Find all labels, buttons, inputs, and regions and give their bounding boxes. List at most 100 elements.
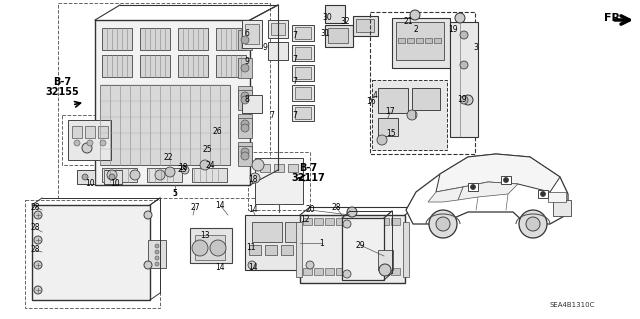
Bar: [369, 218, 378, 225]
Text: 27: 27: [190, 203, 200, 211]
Text: 4: 4: [372, 91, 378, 100]
Bar: [296, 222, 302, 277]
Bar: [245, 215, 315, 270]
Bar: [295, 67, 311, 79]
Bar: [378, 88, 408, 113]
Bar: [468, 183, 478, 191]
Bar: [295, 107, 311, 119]
Circle shape: [460, 31, 468, 39]
Text: 28: 28: [30, 203, 40, 211]
Text: 23: 23: [177, 166, 187, 174]
Circle shape: [250, 173, 260, 183]
Polygon shape: [406, 154, 568, 224]
Text: 31: 31: [320, 28, 330, 38]
Bar: [140, 55, 170, 77]
Bar: [242, 20, 262, 48]
Bar: [347, 218, 356, 225]
Circle shape: [252, 159, 264, 171]
Circle shape: [165, 167, 175, 177]
Circle shape: [526, 217, 540, 231]
Bar: [325, 25, 353, 47]
Bar: [32, 205, 150, 300]
Bar: [62, 115, 117, 165]
Bar: [378, 250, 393, 270]
Bar: [314, 268, 323, 275]
Bar: [281, 245, 293, 255]
Bar: [148, 240, 166, 268]
Circle shape: [343, 270, 351, 278]
Bar: [425, 38, 432, 43]
Text: 5: 5: [173, 189, 177, 197]
Text: 7: 7: [292, 78, 298, 86]
Bar: [336, 268, 345, 275]
Text: 29: 29: [355, 241, 365, 249]
Text: 18: 18: [248, 175, 258, 184]
Bar: [248, 152, 310, 210]
Bar: [300, 215, 405, 283]
Circle shape: [379, 264, 391, 276]
Bar: [252, 222, 282, 242]
Bar: [238, 86, 252, 106]
Text: B-7: B-7: [299, 163, 317, 173]
Bar: [548, 192, 566, 202]
Bar: [396, 22, 444, 60]
Bar: [295, 87, 311, 99]
Circle shape: [34, 261, 42, 269]
Bar: [356, 19, 374, 32]
Bar: [292, 45, 314, 61]
Bar: [292, 105, 314, 121]
Text: 28: 28: [30, 224, 40, 233]
Text: 10: 10: [85, 179, 95, 188]
Text: 1: 1: [319, 239, 324, 248]
Bar: [238, 114, 252, 134]
Circle shape: [377, 135, 387, 145]
Circle shape: [519, 210, 547, 238]
Text: 11: 11: [246, 243, 256, 253]
Text: FR.: FR.: [604, 13, 625, 23]
Bar: [358, 218, 367, 225]
Bar: [238, 90, 252, 110]
Text: SEA4B1310C: SEA4B1310C: [549, 302, 595, 308]
Bar: [391, 268, 400, 275]
Bar: [403, 222, 409, 277]
Bar: [288, 164, 298, 172]
Bar: [314, 218, 323, 225]
Bar: [434, 38, 441, 43]
Bar: [292, 25, 314, 41]
Bar: [25, 200, 160, 308]
Bar: [416, 38, 423, 43]
Bar: [95, 20, 250, 185]
Circle shape: [410, 10, 420, 20]
Circle shape: [155, 170, 165, 180]
Text: B-7: B-7: [53, 77, 71, 87]
Text: 32: 32: [340, 18, 350, 26]
Circle shape: [34, 211, 42, 219]
Bar: [295, 27, 311, 39]
Text: 19: 19: [457, 95, 467, 105]
Bar: [295, 47, 311, 59]
Polygon shape: [436, 154, 560, 192]
Bar: [100, 85, 230, 165]
Bar: [342, 218, 384, 280]
Polygon shape: [428, 187, 463, 202]
Bar: [412, 88, 440, 110]
Bar: [102, 55, 132, 77]
Bar: [238, 30, 252, 50]
Circle shape: [306, 261, 314, 269]
Circle shape: [241, 96, 249, 104]
Text: 14: 14: [248, 263, 258, 272]
Bar: [325, 268, 334, 275]
Circle shape: [460, 61, 468, 69]
Circle shape: [82, 143, 92, 153]
Bar: [104, 170, 122, 184]
Bar: [358, 268, 367, 275]
Bar: [292, 65, 314, 81]
Bar: [85, 126, 95, 138]
Bar: [328, 28, 348, 43]
Bar: [260, 164, 270, 172]
Bar: [274, 164, 284, 172]
Bar: [553, 200, 571, 216]
Bar: [303, 268, 312, 275]
Circle shape: [155, 244, 159, 248]
Bar: [380, 218, 389, 225]
